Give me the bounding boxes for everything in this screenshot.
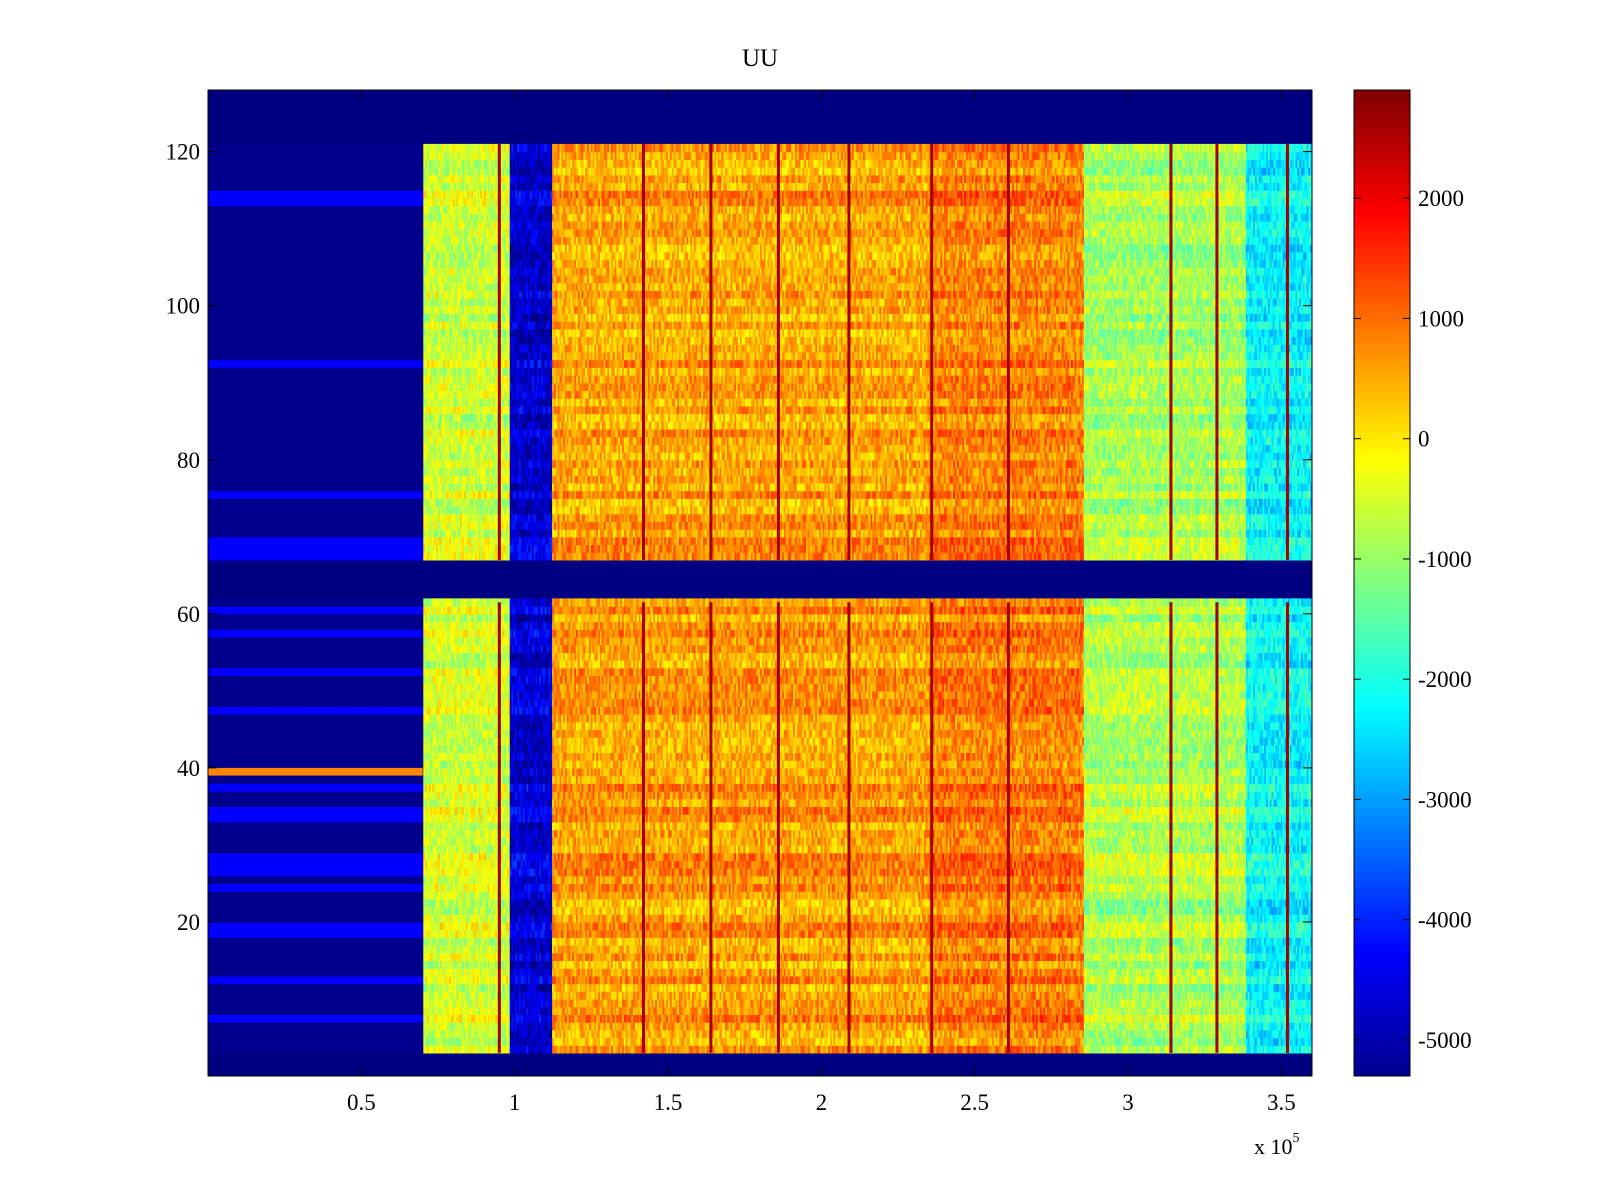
heatmap-cells <box>208 90 1314 1076</box>
chart-title: UU <box>742 45 778 72</box>
heatmap-figure: UU 0.5 1 1.5 2 2.5 3 3.5 20406080100120 x 105 … <box>0 0 1600 1200</box>
